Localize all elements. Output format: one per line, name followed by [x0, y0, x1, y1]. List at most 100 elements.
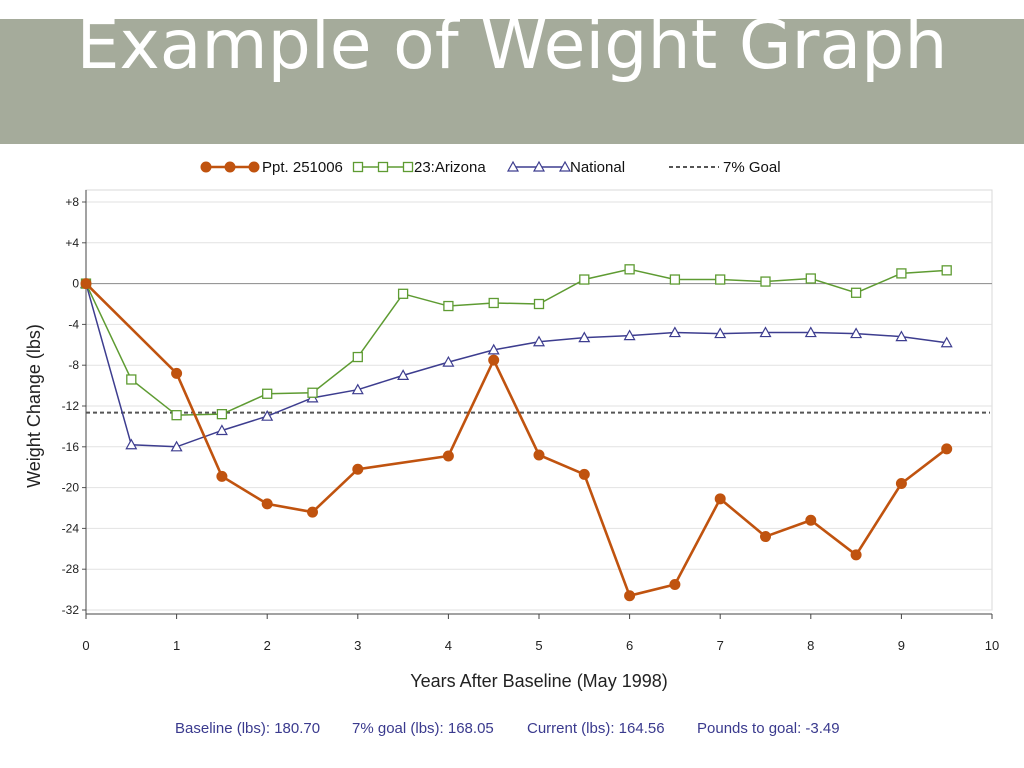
data-point — [558, 160, 572, 172]
data-point — [397, 369, 410, 380]
y-axis-label: Weight Change (lbs) — [24, 324, 44, 488]
data-point — [941, 443, 953, 455]
data-point — [80, 278, 92, 290]
data-point — [487, 343, 500, 355]
data-point — [261, 409, 274, 421]
data-point — [669, 274, 681, 285]
data-point — [624, 264, 635, 275]
legend-label: Ppt. 251006 — [262, 159, 343, 176]
data-point — [895, 478, 907, 490]
y-tick-label: -20 — [62, 481, 80, 495]
data-point — [941, 265, 952, 276]
x-tick-label: 5 — [535, 638, 542, 653]
y-tick-label: +8 — [65, 195, 79, 209]
data-point — [488, 297, 499, 309]
x-tick-label: 0 — [82, 638, 89, 653]
series-1 — [80, 264, 952, 421]
data-point — [805, 273, 816, 284]
data-point — [760, 276, 771, 287]
y-tick-label: -28 — [62, 562, 80, 576]
data-point — [850, 549, 862, 561]
data-point — [248, 161, 260, 173]
series-line — [85, 283, 947, 448]
data-point — [352, 351, 363, 363]
summary-footer: Baseline (lbs): 180.70 7% goal (lbs): 16… — [0, 720, 1024, 742]
data-point — [759, 326, 772, 338]
data-point — [170, 440, 183, 452]
data-point — [805, 514, 817, 526]
x-tick-label: 3 — [354, 638, 361, 653]
data-point — [125, 438, 138, 450]
data-point — [506, 160, 520, 172]
data-point — [896, 268, 907, 279]
data-point — [442, 355, 455, 367]
baseline-text: Baseline (lbs): 180.70 — [175, 720, 321, 737]
legend-label: 23:Arizona — [414, 159, 486, 176]
goal-weight-text: 7% goal (lbs): 168.05 — [352, 720, 494, 737]
data-point — [714, 327, 727, 339]
data-point — [307, 506, 318, 518]
y-tick-label: +4 — [65, 236, 79, 250]
data-point — [262, 388, 273, 399]
title-band — [0, 19, 1024, 144]
data-point — [224, 161, 236, 173]
x-tick-label: 8 — [807, 638, 814, 653]
data-point — [533, 449, 545, 461]
data-point — [307, 387, 318, 398]
data-point — [215, 424, 228, 436]
data-point — [578, 331, 591, 343]
y-tick-label: 0 — [72, 277, 79, 291]
data-point — [578, 468, 590, 480]
data-point — [624, 590, 636, 602]
legend-label: National — [570, 159, 625, 176]
data-point — [850, 327, 863, 339]
x-tick-label: 10 — [985, 638, 999, 653]
data-point — [532, 335, 546, 347]
data-point — [216, 470, 228, 482]
legend: Ppt. 251006 23:Arizona National 7% Goal — [200, 159, 781, 176]
y-tick-label: -4 — [68, 317, 79, 331]
data-point — [668, 326, 681, 338]
legend-goal-label: 7% Goal — [723, 159, 781, 176]
x-tick-label: 2 — [264, 638, 271, 653]
data-point — [377, 161, 389, 173]
series-0 — [80, 278, 953, 602]
current-weight-text: Current (lbs): 164.56 — [527, 720, 665, 737]
x-tick-label: 6 — [626, 638, 633, 653]
data-point — [216, 409, 228, 420]
data-point — [488, 354, 500, 366]
data-point — [402, 161, 414, 173]
data-point — [533, 298, 545, 310]
x-tick-label: 4 — [445, 638, 452, 653]
x-axis-label: Years After Baseline (May 1998) — [410, 671, 667, 691]
data-point — [126, 374, 137, 385]
y-tick-label: -8 — [68, 358, 79, 372]
weight-change-chart: +8 +4 0 -4 -8 -12 -16 -20 -24 -28 -32 0 1 2 3 4 5 6 7 8 9 10 Y… — [24, 159, 999, 691]
y-tick-label: -32 — [62, 603, 80, 617]
data-point — [352, 463, 364, 475]
y-tick-label: -24 — [62, 521, 80, 535]
x-tick-label: 7 — [717, 638, 724, 653]
data-point — [940, 336, 953, 348]
x-tick-label: 9 — [898, 638, 905, 653]
data-point — [171, 367, 183, 379]
data-point — [261, 498, 273, 510]
data-point — [850, 287, 862, 298]
data-point — [351, 383, 364, 395]
y-tick-label: -12 — [62, 399, 80, 413]
plot-frame — [85, 189, 993, 611]
data-point — [171, 410, 182, 421]
data-point — [623, 329, 636, 341]
series-line — [85, 282, 948, 598]
data-point — [715, 274, 726, 285]
data-point — [669, 579, 681, 590]
y-tick-label: -16 — [62, 440, 80, 454]
data-point — [200, 161, 212, 173]
data-point — [352, 161, 364, 173]
data-point — [895, 330, 908, 342]
series-line — [85, 268, 947, 416]
pounds-to-goal-text: Pounds to goal: -3.49 — [697, 720, 840, 737]
data-point — [579, 274, 590, 285]
data-point — [442, 450, 454, 462]
data-point — [443, 300, 454, 312]
